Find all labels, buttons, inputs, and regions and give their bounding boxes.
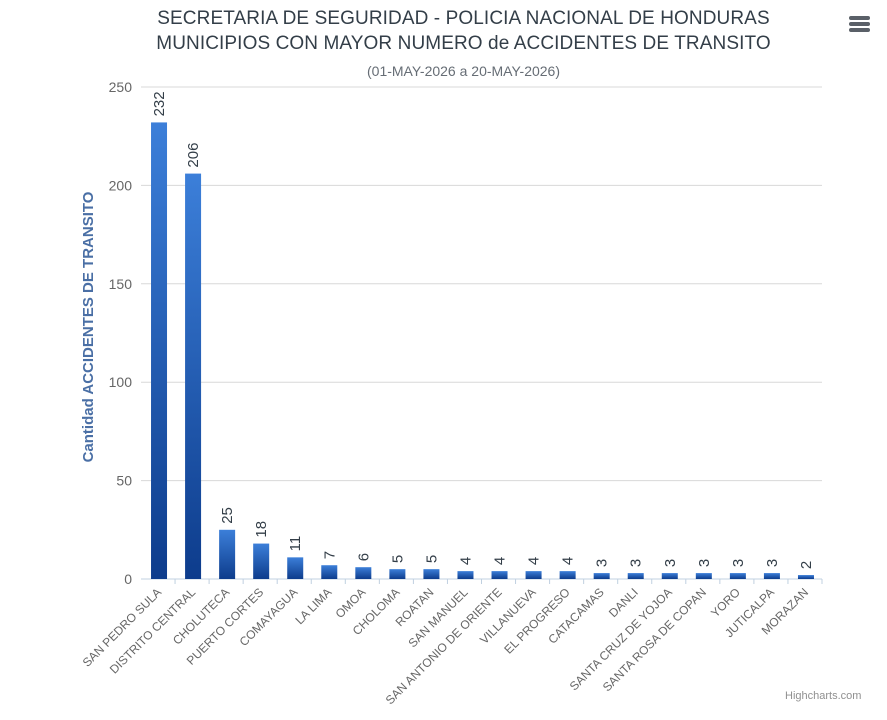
- y-tick-label: 0: [124, 571, 132, 587]
- bar[interactable]: [185, 173, 202, 580]
- data-label: 18: [253, 521, 270, 538]
- bar[interactable]: [797, 575, 814, 579]
- data-label: 4: [526, 557, 543, 565]
- chart-title-line2: MUNICIPIOS CON MAYOR NUMERO de ACCIDENTE…: [156, 33, 771, 54]
- data-label: 3: [594, 559, 611, 567]
- data-label: 3: [696, 559, 713, 567]
- y-axis-title: Cantidad ACCIDENTES DE TRANSITO: [80, 191, 97, 462]
- bar[interactable]: [729, 573, 746, 579]
- data-label: 5: [389, 555, 406, 563]
- data-label: 3: [628, 559, 645, 567]
- data-label: 7: [321, 551, 338, 559]
- bar[interactable]: [423, 569, 440, 579]
- bar[interactable]: [763, 573, 780, 579]
- data-label: 11: [287, 536, 304, 552]
- data-label: 4: [457, 557, 474, 565]
- data-label: 3: [730, 559, 747, 567]
- highcharts-credit-link[interactable]: Highcharts.com: [785, 690, 862, 702]
- data-label: 206: [185, 143, 202, 168]
- bar[interactable]: [695, 573, 712, 579]
- chart-title-line1: SECRETARIA DE SEGURIDAD - POLICIA NACION…: [157, 8, 770, 29]
- chart-subtitle: (01-MAY-2026 a 20-MAY-2026): [367, 63, 560, 79]
- bar[interactable]: [287, 557, 304, 579]
- bar[interactable]: [151, 122, 168, 579]
- data-label: 3: [662, 559, 679, 567]
- bar[interactable]: [627, 573, 644, 579]
- bar[interactable]: [661, 573, 678, 579]
- bar[interactable]: [593, 573, 610, 579]
- bar[interactable]: [491, 571, 508, 579]
- bar[interactable]: [355, 567, 372, 579]
- bar[interactable]: [321, 565, 338, 579]
- x-category-label: LA LIMA: [292, 585, 334, 627]
- data-label: 4: [492, 557, 509, 565]
- data-label: 5: [423, 555, 440, 563]
- data-label: 4: [560, 557, 577, 565]
- y-tick-label: 50: [116, 473, 132, 489]
- data-label: 2: [798, 561, 815, 569]
- bar[interactable]: [525, 571, 542, 579]
- bar[interactable]: [253, 543, 270, 579]
- bar[interactable]: [389, 569, 406, 579]
- y-tick-label: 100: [109, 374, 133, 390]
- bar[interactable]: [219, 529, 236, 579]
- bar[interactable]: [457, 571, 474, 579]
- hamburger-menu-icon[interactable]: [846, 12, 872, 36]
- data-label: 232: [151, 91, 168, 116]
- data-label: 25: [219, 507, 236, 524]
- data-label: 6: [355, 553, 372, 561]
- y-tick-label: 200: [109, 177, 133, 193]
- y-tick-label: 150: [109, 276, 133, 292]
- bar[interactable]: [559, 571, 576, 579]
- data-label: 3: [764, 559, 781, 567]
- y-tick-label: 250: [109, 79, 133, 95]
